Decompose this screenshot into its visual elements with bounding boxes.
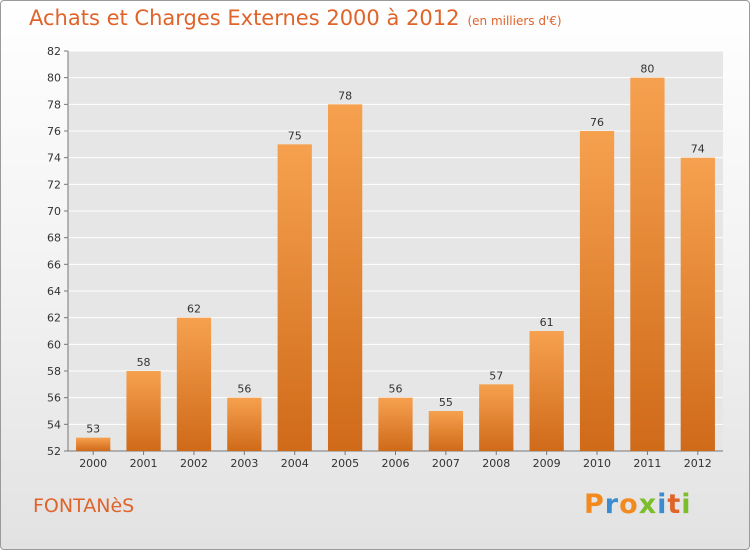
bar [378, 397, 413, 451]
bar [227, 397, 262, 451]
y-tick-label: 66 [47, 258, 61, 271]
x-tick-label: 2006 [382, 457, 410, 470]
data-label: 78 [338, 89, 352, 102]
bar [327, 104, 363, 451]
logo-letter: P [584, 489, 605, 520]
bar [680, 157, 715, 451]
y-tick-label: 68 [47, 232, 61, 245]
y-tick-label: 56 [47, 392, 61, 405]
y-tick-label: 74 [47, 152, 61, 165]
y-tick-label: 62 [47, 312, 61, 325]
x-tick-label: 2010 [583, 457, 611, 470]
y-tick-label: 70 [47, 205, 61, 218]
bar [126, 371, 161, 451]
x-tick-label: 2003 [230, 457, 258, 470]
x-tick-label: 2001 [130, 457, 158, 470]
city-name: FONTANèS [33, 495, 135, 517]
bar [579, 131, 615, 451]
data-label: 56 [237, 383, 251, 396]
bar [277, 144, 312, 452]
bar [479, 384, 514, 451]
y-tick-label: 76 [47, 125, 61, 138]
chart-subtitle: (en milliers d'€) [467, 14, 562, 28]
logo-letter: i [657, 489, 668, 520]
data-label: 75 [288, 129, 302, 142]
logo-letter: o [619, 489, 639, 520]
x-tick-label: 2011 [633, 457, 661, 470]
logo-letter: x [638, 489, 658, 520]
x-tick-label: 2002 [180, 457, 208, 470]
data-label: 76 [590, 116, 604, 129]
data-label: 74 [691, 143, 705, 156]
logo-letter: r [604, 489, 620, 520]
y-tick-label: 64 [47, 285, 61, 298]
data-label: 62 [187, 303, 201, 316]
logo-letter: i [681, 489, 692, 520]
data-label: 80 [640, 63, 654, 76]
data-label: 55 [439, 396, 453, 409]
y-tick-label: 52 [47, 445, 61, 458]
bar [428, 411, 464, 451]
bar [76, 437, 111, 451]
x-tick-label: 2008 [482, 457, 510, 470]
x-tick-label: 2005 [331, 457, 359, 470]
x-tick-label: 2009 [533, 457, 561, 470]
y-tick-label: 78 [47, 98, 61, 111]
bar [529, 331, 564, 451]
bar [630, 77, 665, 452]
y-tick-label: 54 [47, 418, 61, 431]
y-tick-label: 80 [47, 72, 61, 85]
proxiti-logo: Proxiti [584, 489, 692, 520]
data-label: 57 [489, 369, 503, 382]
y-tick-label: 82 [47, 45, 61, 58]
x-tick-label: 2004 [281, 457, 309, 470]
data-label: 53 [86, 423, 100, 436]
bar [176, 317, 212, 451]
chart-title: Achats et Charges Externes 2000 à 2012 (e… [29, 6, 562, 30]
data-label: 61 [540, 316, 554, 329]
x-tick-label: 2000 [79, 457, 107, 470]
y-tick-label: 60 [47, 338, 61, 351]
y-tick-label: 58 [47, 365, 61, 378]
x-tick-label: 2012 [684, 457, 712, 470]
data-label: 56 [389, 383, 403, 396]
logo-letter: t [667, 489, 682, 520]
y-tick-label: 72 [47, 178, 61, 191]
x-tick-label: 2007 [432, 457, 460, 470]
data-label: 58 [137, 356, 151, 369]
chart-title-text: Achats et Charges Externes 2000 à 2012 [29, 6, 460, 30]
